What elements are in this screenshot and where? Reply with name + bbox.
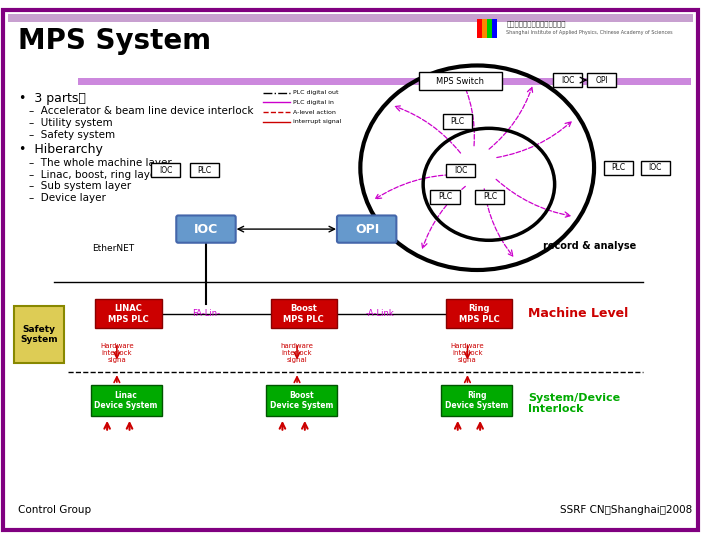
- Bar: [78, 78, 691, 85]
- Text: PLC digital out: PLC digital out: [293, 90, 338, 95]
- Text: Safety
System: Safety System: [20, 325, 58, 344]
- Text: OPI: OPI: [595, 76, 608, 85]
- Bar: [482, 19, 487, 38]
- Bar: [604, 161, 633, 174]
- Text: System/Device
Interlock: System/Device Interlock: [528, 393, 620, 414]
- Text: Boost
Device System: Boost Device System: [270, 391, 333, 410]
- Text: –  Accelerator & beam line device interlock: – Accelerator & beam line device interlo…: [30, 106, 253, 117]
- Text: –  Sub system layer: – Sub system layer: [30, 181, 131, 191]
- Bar: [431, 190, 459, 204]
- Bar: [588, 73, 616, 87]
- Text: IOC: IOC: [649, 163, 662, 172]
- Text: IOC: IOC: [454, 166, 467, 175]
- FancyBboxPatch shape: [176, 215, 235, 243]
- Bar: [419, 72, 502, 90]
- Text: FA-Lin-: FA-Lin-: [192, 309, 220, 318]
- Text: 中国科学院上海应用物理研究所: 中国科学院上海应用物理研究所: [506, 21, 566, 27]
- Text: –  Linac, boost, ring layer: – Linac, boost, ring layer: [30, 170, 161, 180]
- Text: •  3 parts：: • 3 parts：: [19, 92, 86, 105]
- Text: Shanghai Institute of Applied Physics, Chinese Academy of Sciences: Shanghai Institute of Applied Physics, C…: [506, 30, 673, 35]
- Text: MPS System: MPS System: [17, 27, 211, 55]
- Text: record & analyse: record & analyse: [544, 241, 636, 251]
- Text: Ring
Device System: Ring Device System: [445, 391, 508, 410]
- Bar: [8, 14, 693, 22]
- Text: –  The whole machine layer: – The whole machine layer: [30, 158, 172, 168]
- Text: Control Group: Control Group: [17, 505, 91, 515]
- Text: SSRF CN，Shanghai，2008: SSRF CN，Shanghai，2008: [560, 505, 692, 515]
- Text: PLC: PLC: [611, 163, 626, 172]
- Text: interrupt signal: interrupt signal: [293, 119, 341, 124]
- Text: A-level action: A-level action: [293, 110, 336, 114]
- Bar: [96, 299, 162, 328]
- FancyBboxPatch shape: [337, 215, 397, 243]
- Text: EtherNET: EtherNET: [92, 244, 135, 253]
- Bar: [441, 385, 512, 416]
- Text: –  Device layer: – Device layer: [30, 193, 106, 203]
- Text: PLC: PLC: [438, 192, 452, 201]
- Text: –  Safety system: – Safety system: [30, 130, 115, 140]
- Text: Hardware
interlock
signa: Hardware interlock signa: [100, 343, 134, 363]
- Text: PLC digital in: PLC digital in: [293, 100, 334, 105]
- Bar: [487, 19, 492, 38]
- Bar: [492, 19, 497, 38]
- Text: IOC: IOC: [561, 76, 575, 85]
- Bar: [266, 385, 337, 416]
- Bar: [446, 299, 512, 328]
- Bar: [151, 163, 180, 178]
- Text: PLC: PLC: [483, 192, 497, 201]
- Text: PLC: PLC: [197, 166, 212, 174]
- Text: MPS Switch: MPS Switch: [436, 77, 484, 85]
- Text: –  Utility system: – Utility system: [30, 118, 113, 128]
- Text: Linac
Device System: Linac Device System: [94, 391, 158, 410]
- Text: PLC: PLC: [451, 117, 465, 126]
- Text: IOC: IOC: [194, 222, 219, 235]
- Bar: [477, 19, 482, 38]
- Bar: [641, 161, 670, 174]
- Text: -A-Link: -A-Link: [366, 309, 394, 318]
- Text: Hardware
interlock
signa: Hardware interlock signa: [451, 343, 485, 363]
- Bar: [553, 73, 582, 87]
- Text: Ring
MPS PLC: Ring MPS PLC: [459, 304, 500, 323]
- Text: Machine Level: Machine Level: [528, 307, 628, 320]
- Bar: [91, 385, 162, 416]
- Bar: [14, 306, 64, 362]
- Bar: [446, 164, 475, 178]
- Text: •  Hiberarchy: • Hiberarchy: [19, 144, 104, 157]
- Text: hardware
interlock
signal: hardware interlock signal: [281, 343, 313, 363]
- Bar: [271, 299, 337, 328]
- Text: IOC: IOC: [159, 166, 172, 174]
- Bar: [475, 190, 505, 204]
- Bar: [443, 114, 472, 129]
- Text: LINAC
MPS PLC: LINAC MPS PLC: [108, 304, 149, 323]
- Bar: [190, 163, 219, 178]
- Text: OPI: OPI: [355, 222, 379, 235]
- Text: Boost
MPS PLC: Boost MPS PLC: [284, 304, 324, 323]
